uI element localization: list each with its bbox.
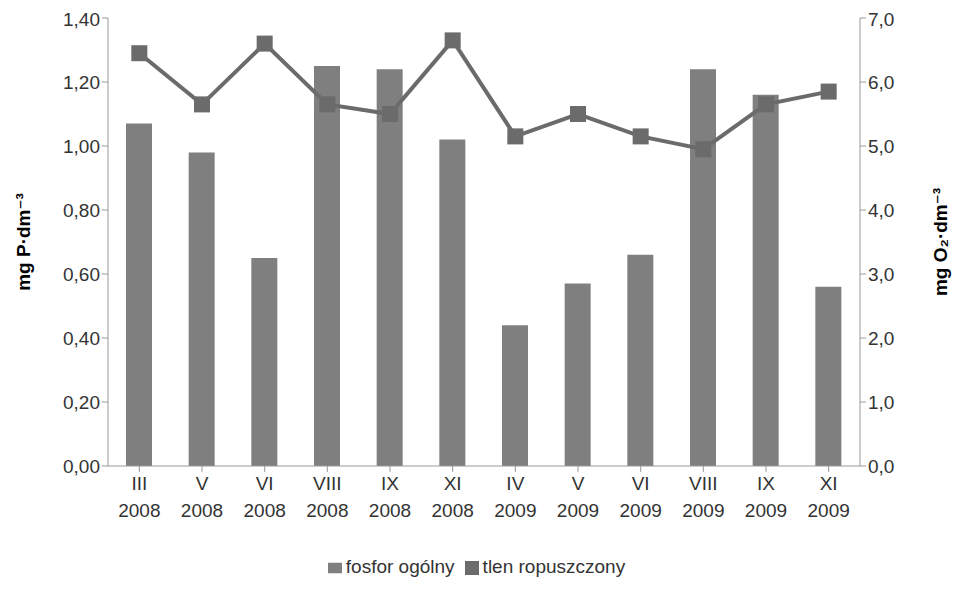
svg-text:2008: 2008 bbox=[118, 500, 160, 521]
svg-text:2009: 2009 bbox=[620, 500, 662, 521]
svg-text:2008: 2008 bbox=[306, 500, 348, 521]
svg-text:mg O₂·dm⁻³: mg O₂·dm⁻³ bbox=[930, 188, 951, 296]
svg-text:1,0: 1,0 bbox=[868, 392, 894, 413]
svg-text:0,40: 0,40 bbox=[63, 328, 100, 349]
html-text:fosfor ogólny: fosfor ogólny bbox=[345, 556, 455, 577]
svg-text:IV: IV bbox=[506, 473, 524, 494]
svg-text:0,80: 0,80 bbox=[63, 200, 100, 221]
svg-text:1,00: 1,00 bbox=[63, 136, 100, 157]
svg-text:XI: XI bbox=[444, 473, 462, 494]
svg-text:6,0: 6,0 bbox=[868, 72, 894, 93]
svg-text:4,0: 4,0 bbox=[868, 200, 894, 221]
svg-text:2009: 2009 bbox=[808, 500, 850, 521]
svg-text:VI: VI bbox=[256, 473, 274, 494]
svg-text:2009: 2009 bbox=[557, 500, 599, 521]
svg-text:2009: 2009 bbox=[745, 500, 787, 521]
html-text:tlen ropuszczony: tlen ropuszczony bbox=[482, 556, 626, 577]
svg-text:2008: 2008 bbox=[181, 500, 223, 521]
svg-text:0,00: 0,00 bbox=[63, 456, 100, 477]
svg-text:VIII: VIII bbox=[689, 473, 718, 494]
svg-text:0,0: 0,0 bbox=[868, 456, 894, 477]
svg-text:IX: IX bbox=[757, 473, 775, 494]
svg-text:2008: 2008 bbox=[432, 500, 474, 521]
svg-text:2,0: 2,0 bbox=[868, 328, 894, 349]
svg-text:0,60: 0,60 bbox=[63, 264, 100, 285]
svg-text:III: III bbox=[131, 473, 147, 494]
svg-text:IX: IX bbox=[381, 473, 399, 494]
svg-text:1,20: 1,20 bbox=[63, 72, 100, 93]
svg-text:XI: XI bbox=[820, 473, 838, 494]
svg-text:mg P·dm⁻³: mg P·dm⁻³ bbox=[13, 193, 34, 291]
svg-text:V: V bbox=[196, 473, 209, 494]
svg-text:0,20: 0,20 bbox=[63, 392, 100, 413]
svg-text:V: V bbox=[572, 473, 585, 494]
svg-text:2009: 2009 bbox=[494, 500, 536, 521]
svg-text:2009: 2009 bbox=[682, 500, 724, 521]
svg-text:VIII: VIII bbox=[313, 473, 342, 494]
svg-text:3,0: 3,0 bbox=[868, 264, 894, 285]
svg-text:VI: VI bbox=[632, 473, 650, 494]
svg-text:5,0: 5,0 bbox=[868, 136, 894, 157]
svg-text:1,40: 1,40 bbox=[63, 9, 100, 30]
svg-text:2008: 2008 bbox=[244, 500, 286, 521]
svg-text:2008: 2008 bbox=[369, 500, 411, 521]
svg-text:7,0: 7,0 bbox=[868, 9, 894, 30]
